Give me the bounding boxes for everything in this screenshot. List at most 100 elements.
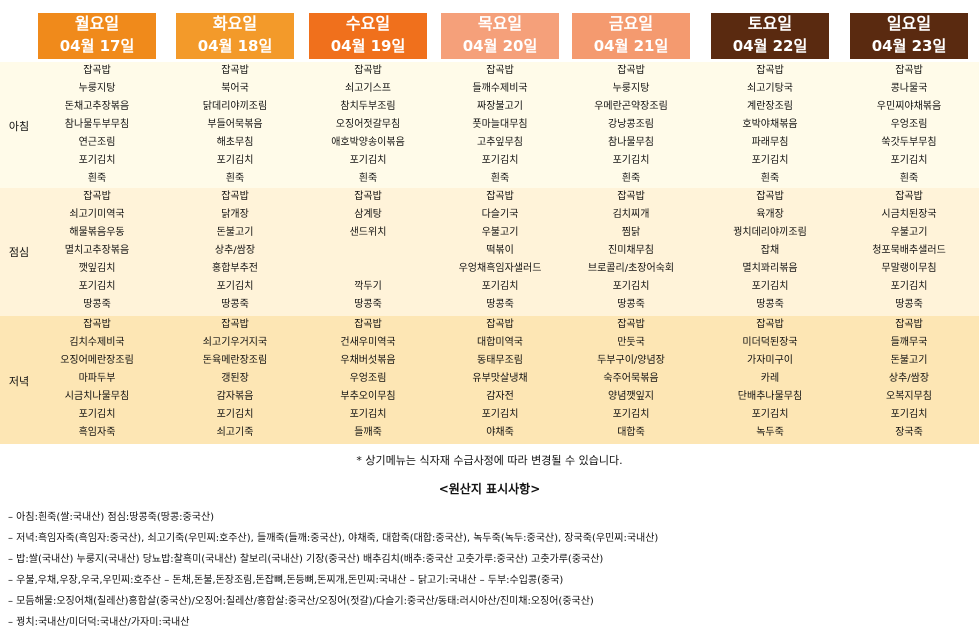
menu-item: 잡곡밥 [756, 319, 784, 330]
menu-item: 쇠고기미역국 [69, 209, 125, 220]
menu-item: 땅콩죽 [83, 299, 111, 310]
menu-item: 닭데리야끼조림 [202, 101, 268, 112]
day-date: 04월 18일 [197, 37, 273, 55]
menu-item: 참치두부조림 [340, 101, 396, 112]
menu-item: 포기김치 [216, 281, 254, 292]
day-name: 일요일 [886, 14, 932, 33]
menu-item: 잡곡밥 [756, 65, 784, 76]
menu-item: 다슬기국 [481, 209, 519, 220]
menu-item: 호박야채볶음 [742, 119, 798, 130]
menu-item: 시금치된장국 [881, 209, 937, 220]
menu-item: 장국죽 [895, 427, 923, 438]
menu-item: 잡곡밥 [221, 319, 249, 330]
menu-item: 잡곡밥 [617, 65, 645, 76]
origin-line: – 저녁:흑임자죽(흑임자:중국산), 쇠고기죽(우민찌:호주산), 들깨죽(들… [8, 533, 659, 544]
breakfast-band [0, 62, 979, 188]
menu-item: 잡채 [760, 245, 780, 256]
day-header: 금요일 04월 21일 [572, 13, 690, 59]
origin-line: – 꿩치:국내산/미더덕:국내산/가자미:국내산 [8, 617, 190, 628]
menu-item: 육개장 [756, 209, 784, 220]
menu-item: 쇠고기죽 [216, 427, 254, 438]
menu-item: 대합죽 [617, 427, 645, 438]
origin-line: – 모듬해물:오징어채(칠레산)홍합살(중국산)/오징어:칠레산/홍합살:중국산… [8, 596, 594, 607]
menu-item: 쇠고기탕국 [747, 83, 793, 94]
menu-item: 포기김치 [751, 409, 789, 420]
menu-item: 포기김치 [78, 409, 116, 420]
menu-item: 유부맛살냉채 [472, 373, 528, 384]
menu-item: 포기김치 [890, 409, 928, 420]
menu-item: 포기김치 [216, 155, 254, 166]
menu-item: 잡곡밥 [83, 319, 111, 330]
menu-item: 삼계탕 [354, 209, 382, 220]
menu-item: 갱된장 [221, 373, 249, 384]
day-date: 04월 22일 [732, 37, 808, 55]
menu-item: 잡곡밥 [221, 191, 249, 202]
meal-label-dinner: 저녁 [8, 375, 30, 388]
menu-item: 흰죽 [225, 173, 245, 184]
menu-item: 풋마늘대무침 [472, 119, 528, 130]
menu-item: 흰죽 [490, 173, 510, 184]
menu-item: 흰죽 [358, 173, 378, 184]
day-header: 화요일 04월 18일 [176, 13, 294, 59]
lunch-band [0, 188, 979, 316]
menu-item: 우불고기 [481, 227, 519, 238]
day-date: 04월 17일 [59, 37, 135, 55]
day-header: 토요일 04월 22일 [711, 13, 829, 59]
menu-item: 우민찌야채볶음 [876, 101, 942, 112]
menu-item: 브로콜리/초장어숙회 [587, 263, 675, 274]
dinner-band [0, 316, 979, 444]
menu-item: 땅콩죽 [617, 299, 645, 310]
menu-item: 상추/쌈장 [214, 245, 256, 256]
menu-item: 상추/쌈장 [888, 373, 930, 384]
menu-item: 포기김치 [751, 281, 789, 292]
menu-item: 포기김치 [481, 409, 519, 420]
day-date: 04월 21일 [593, 37, 669, 55]
menu-item: 잡곡밥 [895, 319, 923, 330]
menu-item: 땅콩죽 [354, 299, 382, 310]
menu-item: 김치찌개 [612, 209, 650, 220]
menu-item: 포기김치 [349, 155, 387, 166]
menu-item: 만둣국 [617, 337, 645, 348]
menu-item: 닭개장 [221, 209, 249, 220]
day-date: 04월 23일 [871, 37, 947, 55]
menu-item: 부추오이무침 [340, 391, 396, 402]
meal-label-lunch: 점심 [8, 246, 30, 259]
menu-item: 잡곡밥 [486, 191, 514, 202]
menu-item: 돈채고추장볶음 [64, 101, 130, 112]
menu-item: 깍두기 [354, 281, 382, 292]
menu-item: 포기김치 [481, 155, 519, 166]
menu-item: 야채죽 [486, 427, 514, 438]
menu-item: 포기김치 [612, 155, 650, 166]
menu-item: 연근조림 [78, 137, 116, 148]
menu-item: 건새우미역국 [340, 337, 396, 348]
menu-item: 꿩치데리야끼조림 [733, 227, 807, 238]
menu-item: 잡곡밥 [354, 65, 382, 76]
menu-item: 포기김치 [612, 409, 650, 420]
day-header: 월요일 04월 17일 [38, 13, 156, 59]
menu-item: 카레 [760, 373, 780, 384]
day-date: 04월 20일 [462, 37, 538, 55]
menu-item: 포기김치 [78, 281, 116, 292]
day-name: 금요일 [608, 14, 654, 33]
menu-item: 잡곡밥 [617, 191, 645, 202]
menu-item: 청포묵배추샐러드 [872, 245, 946, 256]
menu-item: 잡곡밥 [895, 65, 923, 76]
menu-item: 참나물두부무침 [64, 119, 130, 130]
menu-item: 흑임자죽 [78, 427, 116, 438]
menu-item: 돈불고기 [216, 227, 254, 238]
menu-item: 녹두죽 [756, 427, 784, 438]
menu-item: 김치수제비국 [69, 337, 125, 348]
menu-item: 떡볶이 [486, 245, 514, 256]
menu-item: 땅콩죽 [221, 299, 249, 310]
origin-title: <원산지 표시사항> [438, 482, 541, 496]
menu-item: 가자미구이 [747, 355, 793, 366]
day-header: 목요일 04월 20일 [441, 13, 559, 59]
menu-item: 잡곡밥 [617, 319, 645, 330]
menu-item: 부들어묵볶음 [207, 119, 263, 130]
menu-item: 누룽지탕 [612, 83, 650, 94]
menu-item: 잡곡밥 [486, 319, 514, 330]
day-date: 04월 19일 [330, 37, 406, 55]
menu-item: 미더덕된장국 [742, 337, 798, 348]
menu-item: 파래무침 [751, 137, 789, 148]
menu-item: 멸치고추장볶음 [64, 245, 130, 256]
